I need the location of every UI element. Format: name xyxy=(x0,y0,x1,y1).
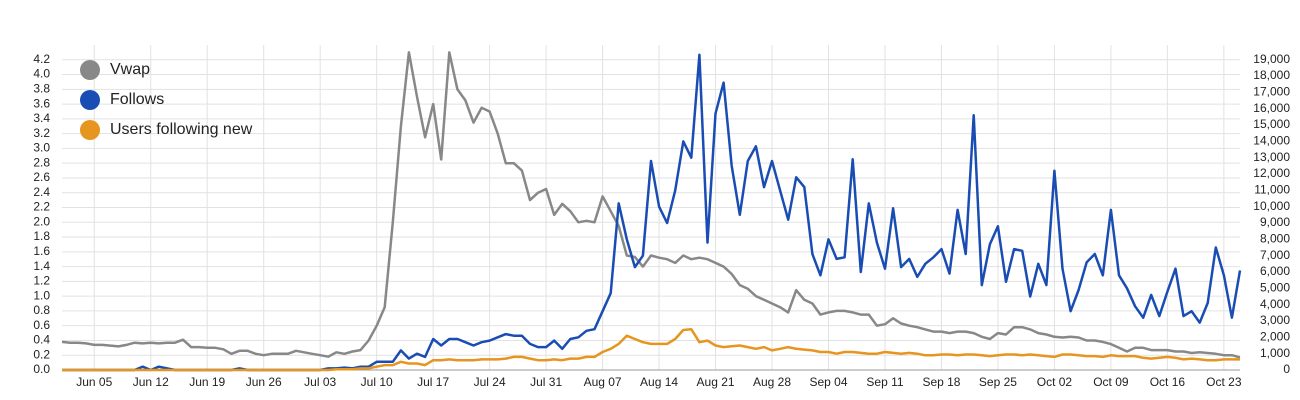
y-tick-label: 2.8 xyxy=(33,155,50,169)
legend-label: Follows xyxy=(110,91,164,108)
x-tick-label: Jul 10 xyxy=(361,375,393,389)
y2-tick-label: 17,000 xyxy=(1253,85,1290,99)
x-tick-label: Oct 23 xyxy=(1206,375,1242,389)
x-tick-label: Aug 28 xyxy=(753,375,791,389)
legend-marker xyxy=(80,90,100,110)
x-tick-label: Jul 24 xyxy=(474,375,506,389)
y2-tick-label: 16,000 xyxy=(1253,101,1290,115)
x-tick-label: Aug 14 xyxy=(640,375,678,389)
y-tick-label: 2.6 xyxy=(33,170,50,184)
x-tick-label: Oct 09 xyxy=(1093,375,1129,389)
legend-marker xyxy=(80,60,100,80)
x-tick-label: Oct 02 xyxy=(1037,375,1073,389)
y2-tick-label: 6,000 xyxy=(1260,264,1290,278)
y-tick-label: 0.6 xyxy=(33,318,50,332)
y2-tick-label: 7,000 xyxy=(1260,248,1290,262)
y2-tick-label: 8,000 xyxy=(1260,232,1290,246)
x-tick-label: Aug 07 xyxy=(584,375,622,389)
x-tick-label: Jul 03 xyxy=(304,375,336,389)
y-tick-label: 0.4 xyxy=(33,333,50,347)
y-tick-label: 4.0 xyxy=(33,67,50,81)
y-tick-label: 3.8 xyxy=(33,81,50,95)
x-tick-label: Jun 12 xyxy=(133,375,169,389)
legend-marker xyxy=(80,120,100,140)
x-tick-label: Sep 04 xyxy=(809,375,847,389)
y2-tick-label: 12,000 xyxy=(1253,166,1290,180)
y2-tick-label: 13,000 xyxy=(1253,150,1290,164)
y-tick-label: 1.0 xyxy=(33,288,50,302)
y-tick-label: 1.6 xyxy=(33,244,50,258)
x-tick-label: Jun 05 xyxy=(76,375,112,389)
x-tick-label: Aug 21 xyxy=(697,375,735,389)
x-tick-label: Jun 26 xyxy=(246,375,282,389)
y-tick-label: 3.4 xyxy=(33,111,50,125)
y2-tick-label: 1,000 xyxy=(1260,346,1290,360)
y-tick-label: 2.0 xyxy=(33,214,50,228)
y2-tick-label: 0 xyxy=(1283,362,1290,376)
y2-tick-label: 15,000 xyxy=(1253,117,1290,131)
y-tick-label: 0.8 xyxy=(33,303,50,317)
x-tick-label: Sep 11 xyxy=(866,375,903,389)
y-tick-label: 2.4 xyxy=(33,185,50,199)
y2-tick-label: 18,000 xyxy=(1253,68,1290,82)
y2-tick-label: 11,000 xyxy=(1254,183,1290,197)
y2-tick-label: 2,000 xyxy=(1260,330,1290,344)
y-tick-label: 1.2 xyxy=(33,274,50,288)
x-tick-label: Jun 19 xyxy=(189,375,225,389)
y-tick-label: 3.6 xyxy=(33,96,50,110)
y2-tick-label: 5,000 xyxy=(1260,281,1290,295)
y-tick-label: 1.4 xyxy=(33,259,50,273)
y-tick-label: 1.8 xyxy=(33,229,50,243)
y2-tick-label: 19,000 xyxy=(1253,52,1290,66)
y-tick-label: 3.2 xyxy=(33,126,50,140)
y2-tick-label: 3,000 xyxy=(1260,313,1290,327)
y-tick-label: 2.2 xyxy=(33,200,50,214)
x-tick-label: Jul 17 xyxy=(417,375,449,389)
legend-label: Users following new xyxy=(110,121,253,138)
y2-tick-label: 14,000 xyxy=(1253,134,1290,148)
series-line xyxy=(61,51,1241,359)
y-tick-label: 3.0 xyxy=(33,141,50,155)
x-tick-label: Jul 31 xyxy=(530,375,562,389)
y2-tick-label: 9,000 xyxy=(1260,215,1290,229)
y2-tick-label: 10,000 xyxy=(1253,199,1290,213)
x-tick-label: Sep 18 xyxy=(922,375,960,389)
x-tick-label: Sep 25 xyxy=(979,375,1017,389)
series-line xyxy=(62,327,1240,372)
y-tick-label: 0.0 xyxy=(33,362,50,376)
y-tick-label: 0.2 xyxy=(33,347,50,361)
series-line xyxy=(62,53,1242,372)
y2-tick-label: 4,000 xyxy=(1260,297,1290,311)
y-tick-label: 4.2 xyxy=(33,52,50,66)
x-tick-label: Oct 16 xyxy=(1150,375,1186,389)
legend-label: Vwap xyxy=(110,61,150,78)
